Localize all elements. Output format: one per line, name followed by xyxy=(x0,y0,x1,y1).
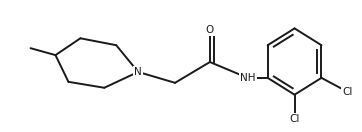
Text: Cl: Cl xyxy=(289,114,300,124)
Text: NH: NH xyxy=(240,73,256,83)
Text: N: N xyxy=(134,67,142,77)
Text: O: O xyxy=(206,25,214,35)
Text: Cl: Cl xyxy=(342,87,353,97)
